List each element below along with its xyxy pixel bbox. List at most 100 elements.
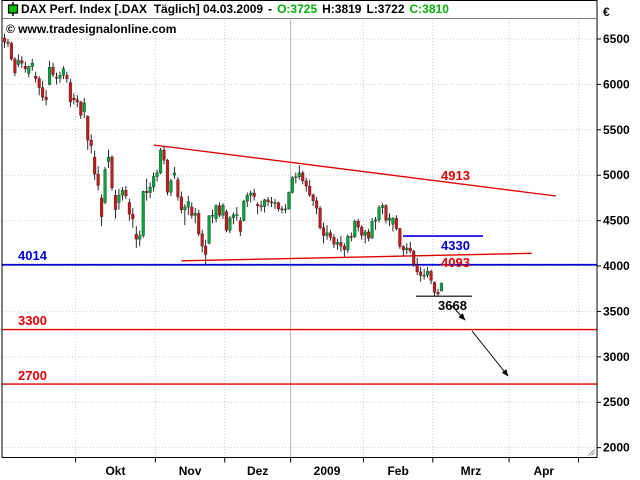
title-separator: - <box>268 2 273 16</box>
candle <box>165 158 170 196</box>
candle <box>335 238 340 250</box>
x-label-Feb: Feb <box>387 464 408 478</box>
candle <box>169 178 173 197</box>
candle <box>249 190 253 203</box>
title-text-row: DAX Perf. Index [.DAX Täglich] 04.03.200… <box>21 2 449 16</box>
candle <box>82 98 86 119</box>
candle <box>394 215 398 231</box>
candle <box>360 225 364 240</box>
candle <box>294 172 298 184</box>
candle <box>68 78 72 108</box>
projection-arrow-2 <box>471 330 509 377</box>
candle <box>93 150 97 180</box>
candle <box>356 218 360 232</box>
label-support-4014: 4014 <box>18 248 48 263</box>
candle <box>172 167 177 179</box>
instrument-title: DAX Perf. Index [.DAX Täglich] 04.03.200… <box>21 2 264 16</box>
candle <box>231 212 235 225</box>
label-target-3300: 3300 <box>18 313 47 328</box>
projection-arrow-1 <box>451 305 466 321</box>
candle <box>349 232 353 242</box>
candle <box>120 187 125 201</box>
copyright: © www.tradesignalonline.com <box>6 22 177 36</box>
candle <box>162 146 166 165</box>
candle <box>13 57 17 77</box>
candle <box>346 234 350 254</box>
candle <box>287 191 291 210</box>
candle <box>405 243 409 255</box>
candle <box>235 206 239 221</box>
candle <box>217 202 222 217</box>
line-trendline-4093 <box>181 252 532 262</box>
candle <box>353 219 357 238</box>
high-value: H:3819 <box>322 2 362 16</box>
candle <box>20 56 24 69</box>
chart-surface[interactable] <box>2 0 597 458</box>
line-trendline-4913 <box>153 144 556 197</box>
candle <box>269 197 274 207</box>
label-support-3668: 3668 <box>438 298 467 313</box>
candle <box>155 169 159 182</box>
candle <box>387 213 392 227</box>
candle <box>86 115 90 150</box>
candle <box>311 193 315 207</box>
candle <box>44 89 48 106</box>
candle <box>325 225 329 240</box>
candles-series <box>2 33 444 297</box>
candle <box>58 71 62 83</box>
candle <box>432 281 437 297</box>
candle <box>134 226 138 248</box>
candle <box>363 229 367 244</box>
candle <box>373 216 378 230</box>
candle <box>256 202 260 215</box>
candle <box>436 288 440 297</box>
candle <box>51 62 55 78</box>
resize-grip[interactable] <box>588 449 595 456</box>
candle <box>79 100 83 119</box>
candle <box>75 95 79 108</box>
candle <box>419 266 423 282</box>
candle <box>113 189 118 219</box>
candle <box>412 249 416 267</box>
candle <box>221 203 225 219</box>
candle <box>141 190 145 238</box>
candle <box>61 66 66 79</box>
open-value: O:3725 <box>277 2 318 16</box>
candle <box>415 257 419 276</box>
close-value: C:3810 <box>409 2 449 16</box>
y-label-4000: 4000 <box>603 259 630 273</box>
candle <box>131 207 135 228</box>
candle <box>127 198 131 221</box>
candle <box>283 204 288 214</box>
candle <box>422 268 426 280</box>
candle <box>242 199 246 222</box>
candle <box>224 209 229 233</box>
x-label-Nov: Nov <box>179 464 202 478</box>
candle <box>16 54 20 68</box>
candle <box>377 205 381 223</box>
currency-symbol: € <box>603 5 610 19</box>
candle <box>214 204 218 223</box>
candle <box>117 188 121 210</box>
candle <box>439 282 444 292</box>
candle <box>96 166 100 191</box>
candle <box>176 177 180 201</box>
y-label-5000: 5000 <box>603 168 630 182</box>
candle <box>290 176 294 194</box>
candle <box>89 134 93 154</box>
candle <box>245 192 249 207</box>
plot-border <box>1 0 598 458</box>
label-segment-4330: 4330 <box>441 238 470 253</box>
candle <box>252 188 256 201</box>
candle <box>315 197 319 215</box>
candle <box>54 72 59 85</box>
x-label-Dez: Dez <box>247 464 268 478</box>
candle <box>65 71 69 83</box>
candle <box>138 230 142 247</box>
y-label-5500: 5500 <box>603 123 630 137</box>
candle <box>342 243 346 257</box>
candle <box>318 206 322 230</box>
candle <box>106 149 111 168</box>
